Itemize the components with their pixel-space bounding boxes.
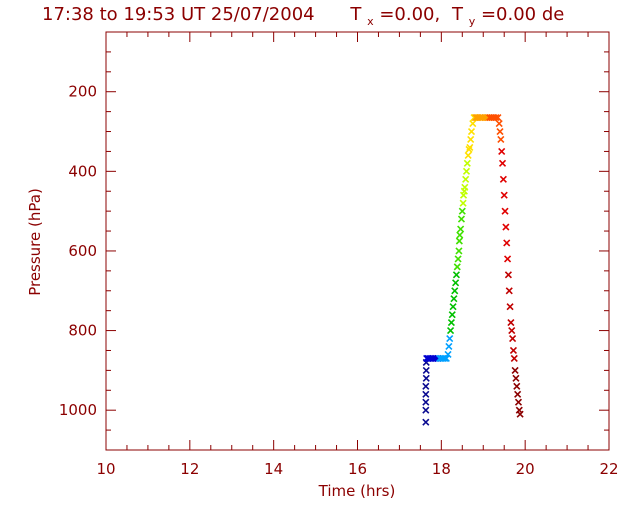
chart-title-ty-value: =0.00 de: [481, 4, 564, 25]
data-point: [457, 215, 466, 223]
data-point: [507, 319, 515, 327]
data-point: [455, 247, 463, 255]
data-point: [498, 159, 507, 167]
data-points: [422, 114, 524, 426]
data-point: [464, 151, 472, 159]
data-point: [494, 114, 502, 122]
data-point: [492, 114, 500, 122]
data-point: [509, 334, 517, 343]
y-tick-label: 1000: [59, 401, 97, 419]
x-axis-label: Time (hrs): [318, 482, 396, 500]
data-point: [453, 263, 461, 271]
chart-title-ty-sub: y: [469, 15, 476, 28]
y-tick-label: 400: [68, 162, 97, 180]
data-point: [452, 271, 460, 279]
y-tick-label: 800: [68, 322, 97, 340]
x-tick-label: 16: [348, 460, 367, 478]
data-point: [450, 295, 458, 303]
x-tick-label: 12: [180, 460, 199, 478]
data-point: [469, 119, 477, 128]
data-point: [451, 287, 459, 295]
plot-frame: [105, 31, 610, 451]
data-point: [496, 127, 504, 136]
data-point: [503, 255, 512, 263]
data-point: [422, 406, 430, 414]
data-point: [444, 350, 452, 359]
chart-title-tx-letter: T: [349, 4, 362, 25]
data-point: [514, 390, 522, 398]
data-point: [452, 279, 460, 287]
data-point: [503, 239, 511, 247]
data-point: [422, 418, 430, 426]
data-point: [457, 225, 465, 233]
data-point: [498, 147, 506, 155]
y-tick-label: 600: [68, 242, 97, 260]
data-point: [442, 354, 450, 363]
data-point: [501, 207, 509, 215]
data-point: [422, 366, 430, 374]
data-point: [467, 135, 475, 144]
data-point: [505, 287, 513, 295]
data-point: [422, 374, 430, 382]
data-point: [465, 145, 473, 154]
data-point: [445, 342, 453, 351]
data-point: [461, 183, 469, 191]
x-tick-label: 14: [264, 460, 283, 478]
data-point: [422, 398, 430, 406]
data-point: [447, 319, 455, 327]
chart-title-tx-sub: x: [367, 15, 374, 28]
data-point: [456, 231, 464, 239]
axis-ticks: [105, 32, 610, 451]
data-point: [467, 127, 476, 136]
data-point: [506, 303, 514, 311]
data-point: [508, 327, 516, 335]
y-axis-label: Pressure (hPa): [26, 188, 44, 296]
data-point: [500, 191, 508, 199]
chart-title-ty-letter: T: [451, 4, 464, 25]
x-tick-label: 18: [432, 460, 451, 478]
data-point: [509, 346, 517, 355]
x-tick-label: 10: [96, 460, 115, 478]
chart-title-time: 17:38 to 19:53 UT 25/07/2004: [42, 4, 315, 25]
data-point: [502, 223, 510, 231]
data-point: [466, 143, 474, 152]
y-tick-labels: 200 400 600 800 1000: [59, 83, 97, 419]
chart-title-tx-value: =0.00,: [379, 4, 440, 25]
data-point: [446, 327, 455, 335]
data-point: [495, 119, 503, 128]
data-point: [459, 199, 467, 207]
x-tick-labels: 10 12 14 16 18 20 22: [96, 460, 618, 478]
data-point: [454, 255, 462, 263]
x-tick-label: 22: [599, 460, 618, 478]
data-point: [462, 175, 470, 183]
data-point: [504, 271, 512, 279]
data-point: [510, 354, 518, 363]
x-tick-label: 20: [516, 460, 535, 478]
data-point: [512, 374, 520, 382]
data-point: [463, 159, 471, 167]
data-point: [516, 410, 524, 418]
data-point: [513, 382, 521, 390]
data-point: [422, 382, 430, 390]
data-point: [497, 135, 505, 144]
data-point: [446, 334, 454, 343]
y-tick-label: 200: [68, 83, 97, 101]
data-point: [455, 237, 463, 245]
data-point: [458, 207, 466, 215]
data-point: [449, 303, 457, 311]
data-point: [462, 167, 471, 175]
data-point: [514, 398, 523, 406]
data-point: [511, 366, 519, 374]
chart-title: 17:38 to 19:53 UT 25/07/2004 T x =0.00, …: [42, 4, 564, 30]
data-point: [499, 175, 507, 183]
data-point: [422, 390, 430, 398]
data-point: [448, 311, 456, 319]
